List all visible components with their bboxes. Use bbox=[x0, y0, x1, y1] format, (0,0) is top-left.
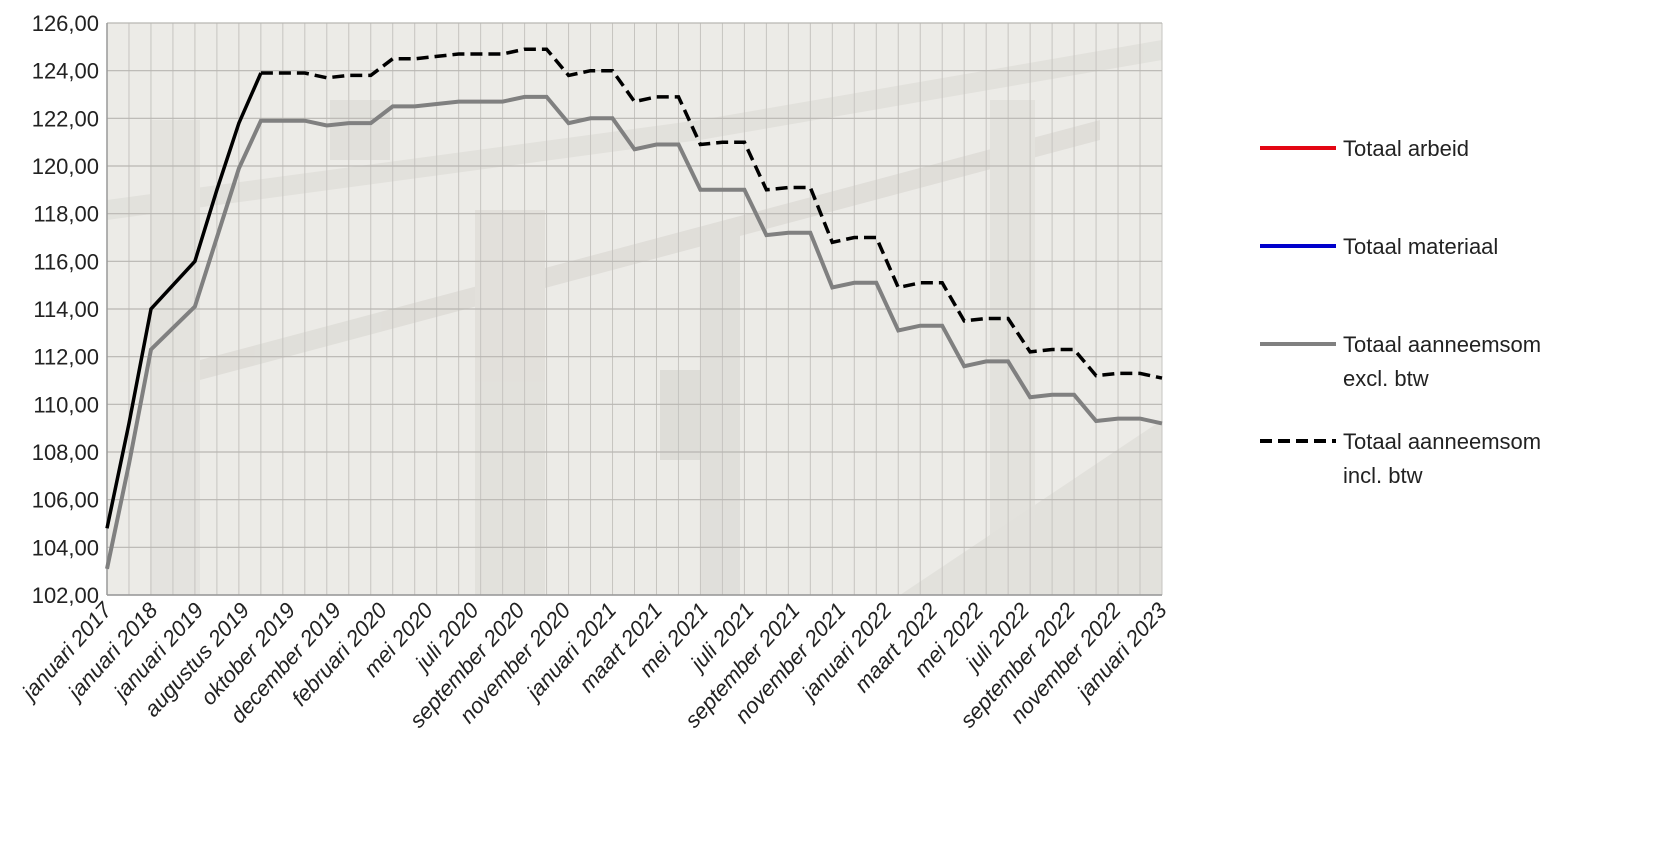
y-tick-label: 108,00 bbox=[32, 440, 99, 465]
legend-label: Totaal materiaal bbox=[1343, 234, 1498, 259]
grid-lines bbox=[106, 22, 1163, 596]
y-tick-label: 102,00 bbox=[32, 583, 99, 608]
y-tick-label: 110,00 bbox=[33, 392, 99, 417]
legend-label: Totaal aanneemsom bbox=[1343, 429, 1541, 454]
legend-label: incl. btw bbox=[1343, 463, 1423, 488]
series-line-excl-btw bbox=[105, 94, 1163, 570]
y-tick-label: 126,00 bbox=[32, 11, 99, 36]
legend-label: Totaal arbeid bbox=[1343, 136, 1469, 161]
y-tick-label: 122,00 bbox=[32, 106, 99, 131]
y-axis-ticks: 102,00 104,00 106,00 108,00 110,00 112,00 114,… bbox=[32, 11, 99, 608]
legend-label: Totaal aanneemsom bbox=[1343, 332, 1541, 357]
y-tick-label: 112,00 bbox=[33, 345, 99, 370]
series-line-incl-btw-solid bbox=[105, 72, 263, 529]
series-line-incl-btw bbox=[260, 47, 1163, 380]
legend: Totaal arbeid Totaal materiaal Totaal aann… bbox=[1260, 136, 1541, 488]
y-tick-label: 106,00 bbox=[32, 488, 99, 513]
y-tick-label: 114,00 bbox=[33, 297, 99, 322]
y-tick-label: 104,00 bbox=[32, 535, 99, 560]
y-tick-label: 118,00 bbox=[33, 202, 99, 227]
legend-label: excl. btw bbox=[1343, 366, 1429, 391]
series-lines bbox=[105, 47, 1163, 570]
y-tick-label: 116,00 bbox=[33, 249, 99, 274]
y-tick-label: 124,00 bbox=[32, 59, 99, 84]
y-tick-label: 120,00 bbox=[32, 154, 99, 179]
